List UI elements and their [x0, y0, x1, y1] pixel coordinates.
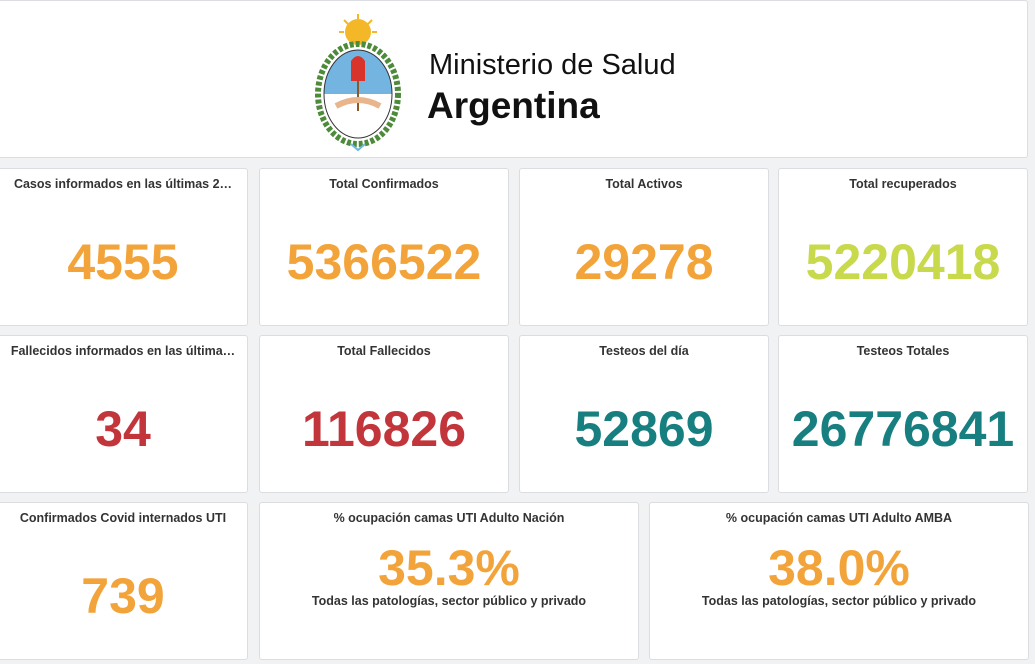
card-value: 35.3%: [378, 540, 520, 596]
stat-card: Testeos del día 52869: [519, 335, 769, 493]
stat-card: Casos informados en las últimas 2… 4555: [0, 168, 248, 326]
card-value: 4555: [67, 234, 179, 290]
card-title: Casos informados en las últimas 2…: [13, 177, 233, 191]
card-value: 116826: [301, 401, 467, 457]
card-value: 52869: [574, 401, 714, 457]
stat-card: Total Confirmados 5366522: [259, 168, 509, 326]
card-value: 29278: [574, 234, 714, 290]
card-title: Testeos del día: [599, 344, 689, 358]
stat-card: Fallecidos informados en las última… 34: [0, 335, 248, 493]
card-title: Total Activos: [605, 177, 683, 191]
emblem: [315, 14, 401, 152]
card-title: Total Fallecidos: [337, 344, 431, 358]
card-value: 5366522: [286, 234, 482, 290]
card-title: Testeos Totales: [856, 344, 950, 358]
card-title: Confirmados Covid internados UTI: [19, 511, 227, 525]
card-value: 34: [95, 401, 151, 457]
header: Ministerio de Salud Argentina: [0, 0, 1028, 158]
card-value: 38.0%: [768, 540, 910, 596]
card-title: % ocupación camas UTI Adulto AMBA: [725, 511, 953, 525]
stat-card: % ocupación camas UTI Adulto AMBA 38.0% To…: [649, 502, 1029, 660]
card-value: 5220418: [805, 234, 1001, 290]
stat-card: % ocupación camas UTI Adulto Nación 35.3%…: [259, 502, 639, 660]
header-subtitle: Argentina: [427, 85, 600, 126]
card-title: % ocupación camas UTI Adulto Nación: [333, 511, 565, 525]
card-value: 26776841: [791, 401, 1015, 457]
card-title: Total recuperados: [849, 177, 957, 191]
stat-card: Total Fallecidos 116826: [259, 335, 509, 493]
stat-card: Testeos Totales 26776841: [778, 335, 1028, 493]
card-title: Fallecidos informados en las última…: [10, 344, 236, 358]
card-title: Total Confirmados: [329, 177, 439, 191]
stat-card: Total Activos 29278: [519, 168, 769, 326]
header-title: Ministerio de Salud: [429, 49, 676, 81]
card-value: 739: [81, 568, 165, 624]
card-note: Todas las patologías, sector público y p…: [701, 594, 977, 608]
stat-card: Confirmados Covid internados UTI 739: [0, 502, 248, 660]
stat-card: Total recuperados 5220418: [778, 168, 1028, 326]
card-note: Todas las patologías, sector público y p…: [311, 594, 587, 608]
